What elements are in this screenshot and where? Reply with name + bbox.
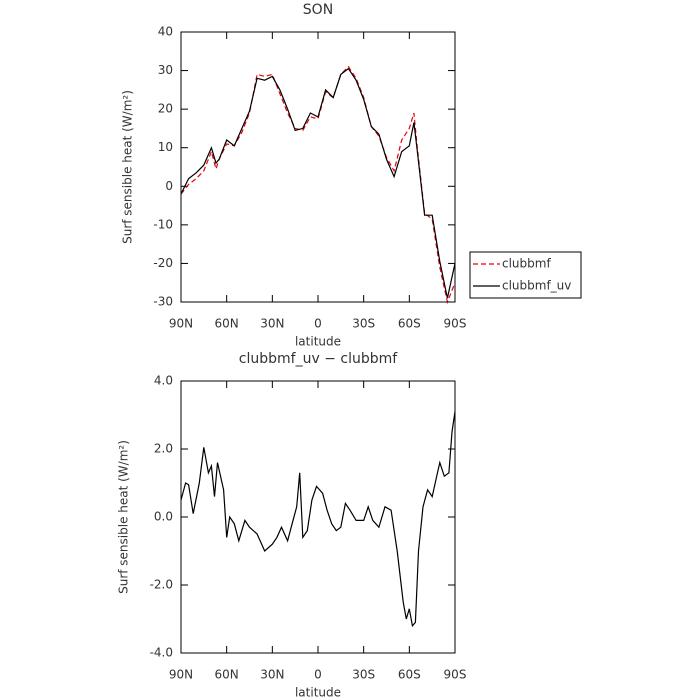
y-axis-label: Surf sensible heat (W/m²) bbox=[121, 90, 135, 244]
x-tick-label: 60N bbox=[215, 317, 239, 331]
y-tick-label: 0 bbox=[165, 179, 173, 193]
data-line bbox=[180, 411, 456, 628]
x-tick-label: 30S bbox=[352, 668, 375, 682]
x-tick-label: 60S bbox=[398, 317, 421, 331]
y-tick-label: -4.0 bbox=[150, 646, 173, 660]
y-tick-label: 2.0 bbox=[154, 442, 173, 456]
x-tick-label: 90S bbox=[444, 317, 467, 331]
legend-label: clubbmf_uv bbox=[502, 279, 571, 293]
x-tick-label: 90S bbox=[444, 668, 467, 682]
x-tick-label: 30S bbox=[352, 317, 375, 331]
y-tick-label: 4.0 bbox=[154, 374, 173, 388]
x-axis-label: latitude bbox=[295, 686, 341, 700]
y-tick-label: 40 bbox=[158, 25, 173, 39]
legend-label: clubbmf bbox=[502, 257, 551, 271]
y-tick-label: 10 bbox=[158, 140, 173, 154]
y-tick-label: -30 bbox=[153, 295, 173, 309]
y-axis-label: Surf sensible heat (W/m²) bbox=[117, 440, 131, 594]
x-tick-label: 0 bbox=[314, 317, 322, 331]
y-tick-label: -10 bbox=[153, 217, 173, 231]
data-line bbox=[180, 67, 456, 299]
chart-title: SON bbox=[303, 2, 333, 18]
plot-frame bbox=[180, 31, 456, 303]
x-tick-label: 60S bbox=[398, 668, 421, 682]
plot-frame bbox=[180, 380, 456, 654]
chart-title: clubbmf_uv − clubbmf bbox=[239, 351, 398, 367]
y-tick-label: 0.0 bbox=[154, 510, 173, 524]
x-tick-label: 30N bbox=[260, 317, 284, 331]
y-tick-label: -2.0 bbox=[150, 578, 173, 592]
x-tick-label: 90N bbox=[169, 668, 193, 682]
y-tick-label: 30 bbox=[158, 63, 173, 77]
data-line bbox=[180, 65, 456, 305]
x-tick-label: 30N bbox=[260, 668, 284, 682]
x-tick-label: 90N bbox=[169, 317, 193, 331]
x-axis-label: latitude bbox=[295, 335, 341, 349]
x-tick-label: 60N bbox=[215, 668, 239, 682]
y-tick-label: -20 bbox=[153, 256, 173, 270]
x-tick-label: 0 bbox=[314, 668, 322, 682]
y-tick-label: 20 bbox=[158, 102, 173, 116]
legend-box bbox=[469, 251, 582, 299]
